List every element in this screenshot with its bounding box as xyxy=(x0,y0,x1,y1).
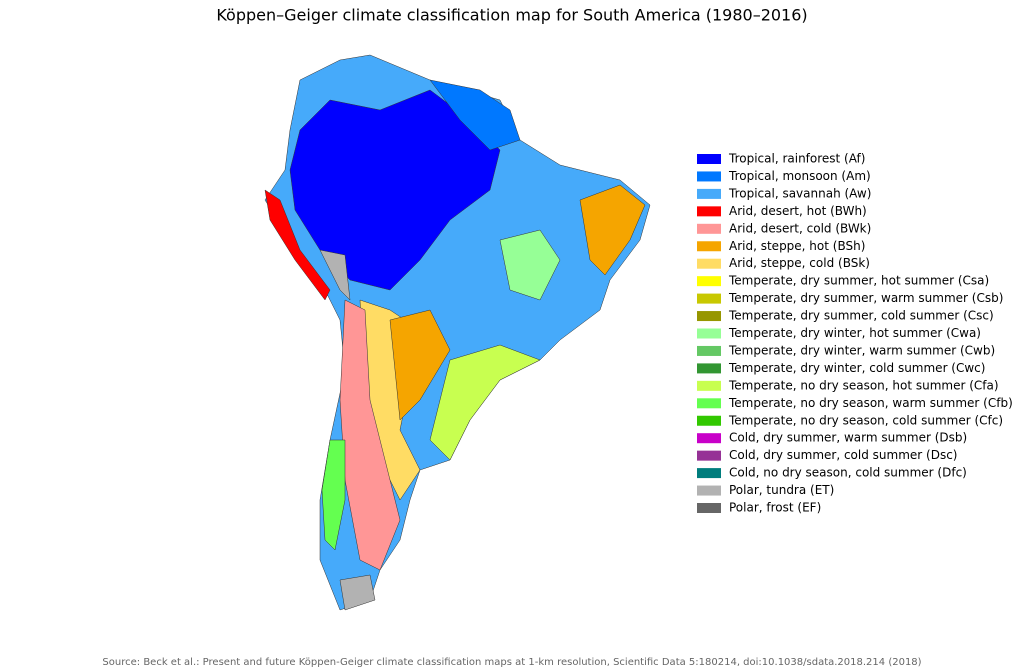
legend-swatch xyxy=(697,398,721,409)
legend-swatch xyxy=(697,380,721,391)
legend-label: Temperate, dry summer, cold summer (Csc) xyxy=(728,309,994,323)
legend-label: Arid, steppe, cold (BSk) xyxy=(729,256,870,270)
legend-swatch xyxy=(697,415,721,426)
map xyxy=(264,54,651,611)
legend-label: Temperate, dry summer, warm summer (Csb) xyxy=(728,291,1003,305)
map-title: Köppen–Geiger climate classification map… xyxy=(216,6,807,25)
legend-swatch xyxy=(697,293,721,304)
legend-label: Temperate, dry summer, hot summer (Csa) xyxy=(728,274,989,288)
legend-swatch xyxy=(697,258,721,269)
legend-label: Arid, desert, cold (BWk) xyxy=(729,221,871,235)
legend-label: Polar, tundra (ET) xyxy=(729,483,834,497)
legend-swatch xyxy=(697,345,721,356)
legend-label: Temperate, no dry season, cold summer (C… xyxy=(728,413,1003,427)
legend-label: Tropical, rainforest (Af) xyxy=(728,152,865,166)
legend-label: Temperate, no dry season, warm summer (C… xyxy=(728,396,1013,410)
legend-label: Cold, no dry season, cold summer (Dfc) xyxy=(729,466,967,480)
legend-label: Tropical, monsoon (Am) xyxy=(728,169,871,183)
legend-swatch xyxy=(697,206,721,217)
legend-label: Temperate, dry winter, cold summer (Cwc) xyxy=(728,361,985,375)
legend-label: Arid, desert, hot (BWh) xyxy=(729,204,867,218)
climate-region xyxy=(289,89,501,291)
legend-label: Temperate, dry winter, warm summer (Cwb) xyxy=(728,343,995,357)
legend-label: Polar, frost (EF) xyxy=(729,501,821,515)
legend-label: Tropical, savannah (Aw) xyxy=(728,186,871,200)
legend: Tropical, rainforest (Af) Tropical, monso… xyxy=(697,152,1013,515)
legend-swatch xyxy=(697,485,721,496)
climate-region xyxy=(579,184,646,276)
legend-label: Cold, dry summer, cold summer (Dsc) xyxy=(729,448,957,462)
climate-region xyxy=(389,309,451,421)
legend-swatch xyxy=(697,154,721,164)
legend-swatch xyxy=(697,450,721,461)
legend-swatch xyxy=(697,363,721,374)
legend-swatch xyxy=(697,468,721,479)
climate-region xyxy=(429,79,521,151)
legend-swatch xyxy=(697,223,721,234)
legend-swatch xyxy=(697,503,721,513)
legend-label: Temperate, no dry season, hot summer (Cf… xyxy=(728,378,999,392)
legend-swatch xyxy=(697,241,721,252)
climate-region xyxy=(499,229,561,301)
climate-region xyxy=(339,574,376,611)
climate-region xyxy=(319,249,351,301)
climate-region xyxy=(429,344,541,461)
legend-swatch xyxy=(697,188,721,199)
legend-swatch xyxy=(697,328,721,339)
legend-swatch xyxy=(697,276,721,287)
legend-label: Temperate, dry winter, hot summer (Cwa) xyxy=(728,326,981,340)
legend-swatch xyxy=(697,171,721,182)
legend-label: Arid, steppe, hot (BSh) xyxy=(729,239,865,253)
legend-swatch xyxy=(697,311,721,322)
source-note: Source: Beck et al.: Present and future … xyxy=(102,657,921,668)
legend-label: Cold, dry summer, warm summer (Dsb) xyxy=(729,431,967,445)
climate-region xyxy=(321,439,346,551)
legend-swatch xyxy=(697,433,721,444)
climate-region xyxy=(264,189,331,301)
